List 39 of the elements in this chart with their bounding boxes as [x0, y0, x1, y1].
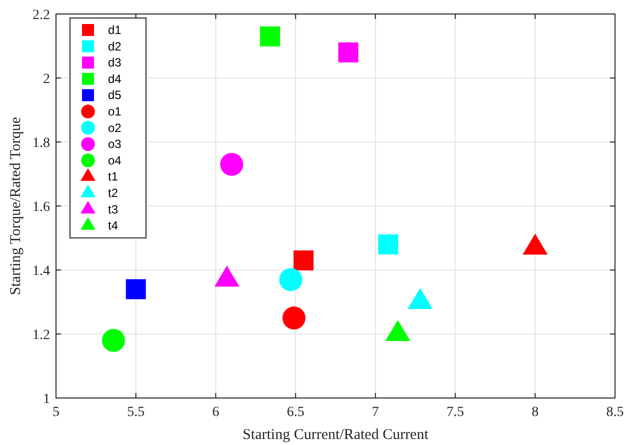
- point: [294, 250, 314, 270]
- legend-label: t4: [108, 218, 118, 233]
- legend-label: d3: [108, 56, 122, 70]
- y-tick-label: 2: [43, 72, 50, 87]
- y-tick-label: 1.2: [32, 328, 50, 343]
- legend-label: d2: [108, 39, 122, 54]
- x-tick-label: 6: [212, 405, 220, 420]
- point: [260, 26, 280, 46]
- point: [279, 268, 302, 292]
- legend-label: t3: [108, 202, 118, 216]
- legend-label: o2: [108, 120, 122, 135]
- point: [338, 42, 358, 62]
- y-tick-label: 1.4: [32, 264, 50, 279]
- y-tick-label: 1: [43, 392, 50, 407]
- legend-label: d1: [108, 23, 122, 37]
- legend-label: d4: [108, 72, 122, 86]
- point: [220, 152, 244, 176]
- legend-label: d5: [108, 88, 122, 102]
- x-axis-title: Starting Current/Rated Current: [242, 427, 430, 443]
- point: [378, 234, 398, 254]
- legend-label: t2: [108, 186, 118, 200]
- x-tick-label: 7: [372, 405, 379, 420]
- y-tick-label: 1.6: [32, 200, 50, 215]
- legend-label: o1: [108, 104, 122, 118]
- legend-label: t1: [108, 170, 118, 184]
- x-tick-label: 8.5: [606, 405, 624, 420]
- point: [126, 279, 146, 300]
- legend-label: o3: [108, 137, 122, 152]
- x-tick-label: 7.5: [446, 405, 464, 420]
- y-tick-label: 2.2: [32, 8, 50, 23]
- x-tick-label: 5: [52, 405, 60, 420]
- y-axis-title: Starting Torque/Rated Torque: [8, 116, 24, 296]
- x-tick-label: 8: [532, 405, 539, 420]
- x-tick-label: 5.5: [127, 405, 145, 420]
- point: [102, 328, 125, 352]
- point: [282, 306, 306, 330]
- y-tick-label: 1.8: [32, 136, 50, 151]
- legend-label: o4: [108, 153, 122, 168]
- x-tick-label: 6.5: [286, 405, 304, 420]
